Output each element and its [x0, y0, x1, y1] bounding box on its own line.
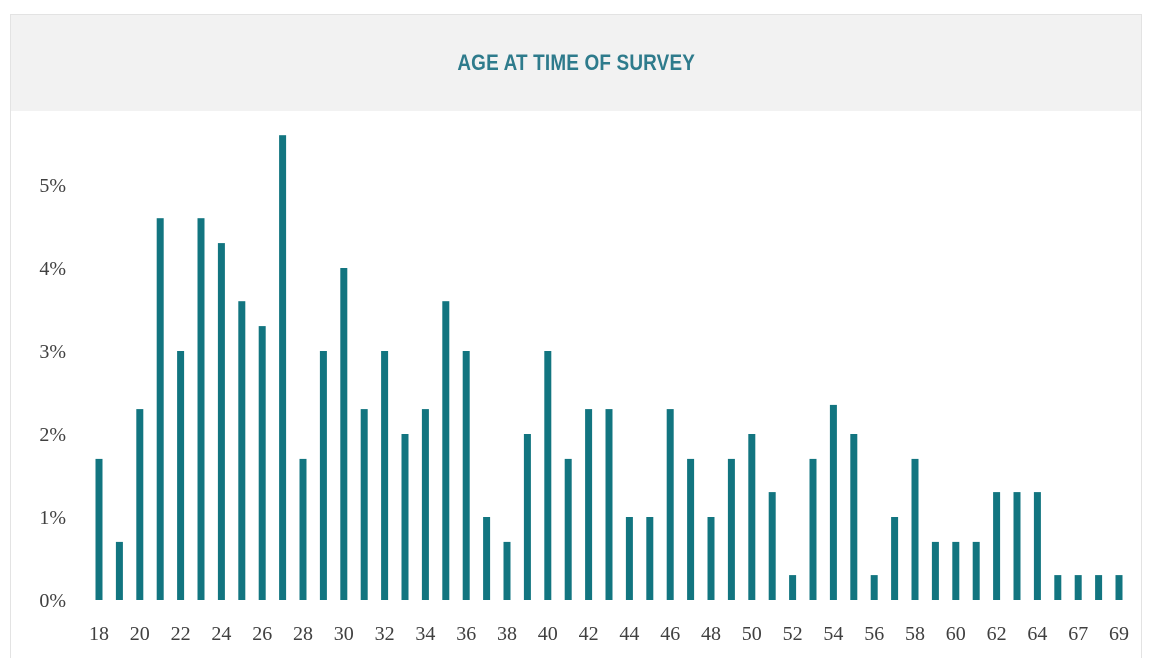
x-tick-label: 34 — [415, 623, 435, 645]
bar-35 — [442, 301, 450, 600]
bar-22 — [177, 351, 185, 600]
bar-52 — [789, 575, 797, 600]
bar-26 — [258, 326, 266, 600]
bar-40 — [544, 351, 552, 600]
bar-64 — [1033, 492, 1041, 600]
x-axis: 18 20 22 24 26 28 30 32 34 36 38 40 42 44 46 48 50 52 54 56… — [89, 623, 1129, 645]
bar-67 — [1074, 575, 1082, 600]
x-tick-label: 38 — [497, 623, 517, 645]
x-tick-label: 69 — [1109, 623, 1129, 645]
x-tick-label: 22 — [171, 623, 191, 645]
bar-23 — [197, 218, 205, 600]
bar-65 — [1054, 575, 1062, 600]
bar-69 — [1115, 575, 1123, 600]
chart-title: AGE AT TIME OF SURVEY — [457, 50, 695, 75]
x-tick-label: 30 — [334, 623, 354, 645]
bar-39 — [523, 434, 531, 600]
bar-43 — [605, 409, 613, 600]
bar-20 — [136, 409, 144, 600]
y-tick-label: 5% — [39, 175, 66, 197]
bar-18 — [95, 458, 103, 600]
bar-41 — [564, 458, 572, 600]
x-tick-label: 32 — [375, 623, 395, 645]
bars — [95, 135, 1123, 600]
bar-55 — [850, 434, 858, 600]
bar-53 — [809, 458, 817, 600]
bar-57 — [891, 517, 899, 600]
bar-54 — [829, 404, 837, 600]
chart-header: AGE AT TIME OF SURVEY — [11, 15, 1141, 111]
x-tick-label: 24 — [211, 623, 231, 645]
bar-62 — [993, 492, 1001, 600]
x-tick-label: 58 — [905, 623, 925, 645]
bar-29 — [319, 351, 327, 600]
x-tick-label: 28 — [293, 623, 313, 645]
x-tick-label: 50 — [742, 623, 762, 645]
bar-24 — [217, 243, 225, 600]
bar-38 — [503, 541, 511, 600]
x-tick-label: 56 — [864, 623, 884, 645]
x-tick-label: 60 — [946, 623, 966, 645]
x-tick-label: 40 — [538, 623, 558, 645]
x-tick-label: 26 — [252, 623, 272, 645]
y-tick-label: 1% — [39, 507, 66, 529]
x-tick-label: 64 — [1027, 623, 1047, 645]
x-tick-label: 20 — [130, 623, 150, 645]
bar-19 — [115, 541, 123, 600]
x-tick-label: 42 — [579, 623, 599, 645]
y-tick-label: 4% — [39, 258, 66, 280]
bar-63 — [1013, 492, 1021, 600]
bar-42 — [585, 409, 593, 600]
bar-34 — [421, 409, 429, 600]
bar-45 — [646, 517, 654, 600]
bar-46 — [666, 409, 674, 600]
bar-47 — [687, 458, 695, 600]
bar-51 — [768, 492, 776, 600]
x-tick-label: 18 — [89, 623, 109, 645]
x-tick-label: 44 — [619, 623, 639, 645]
bar-33 — [401, 434, 409, 600]
y-tick-label: 3% — [39, 341, 66, 363]
bar-49 — [727, 458, 735, 600]
x-tick-label: 48 — [701, 623, 721, 645]
bar-21 — [156, 218, 164, 600]
x-tick-label: 67 — [1068, 623, 1088, 645]
bar-50 — [748, 434, 756, 600]
y-axis: 0% 1% 2% 3% 4% 5% — [39, 175, 66, 612]
bar-28 — [299, 458, 307, 600]
bar-27 — [279, 135, 287, 600]
bar-36 — [462, 351, 470, 600]
bar-31 — [360, 409, 368, 600]
x-tick-label: 46 — [660, 623, 680, 645]
bar-25 — [238, 301, 246, 600]
bar-59 — [931, 541, 939, 600]
bar-30 — [340, 268, 348, 600]
x-tick-label: 52 — [783, 623, 803, 645]
bar-37 — [483, 517, 491, 600]
bar-48 — [707, 517, 715, 600]
x-tick-label: 54 — [823, 623, 843, 645]
bar-32 — [381, 351, 389, 600]
bar-58 — [911, 458, 919, 600]
bar-68 — [1095, 575, 1103, 600]
bar-56 — [870, 575, 878, 600]
bar-61 — [972, 541, 980, 600]
bar-60 — [952, 541, 960, 600]
x-tick-label: 36 — [456, 623, 476, 645]
bar-44 — [625, 517, 633, 600]
x-tick-label: 62 — [987, 623, 1007, 645]
y-tick-label: 2% — [39, 424, 66, 446]
y-tick-label: 0% — [39, 590, 66, 612]
